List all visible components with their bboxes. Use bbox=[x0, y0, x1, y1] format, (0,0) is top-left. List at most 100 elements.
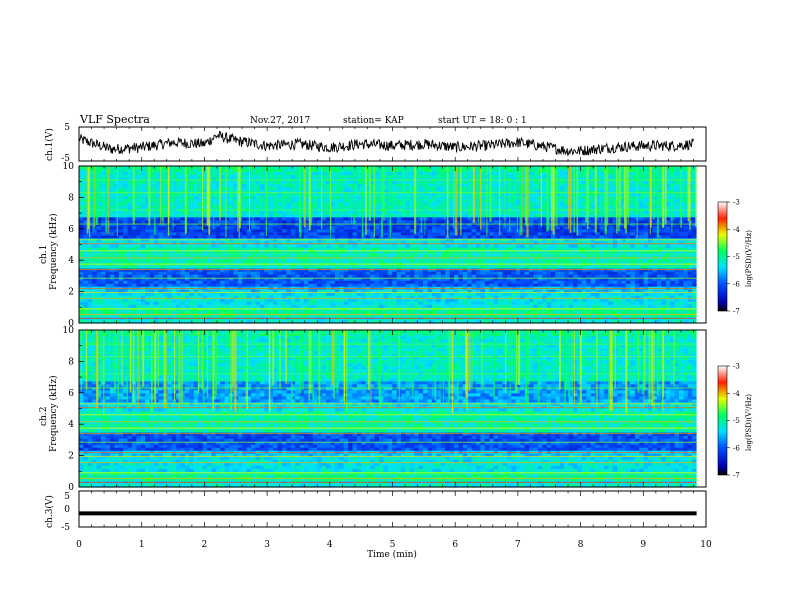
spectrogram-cell bbox=[326, 166, 332, 170]
spectrogram-cell bbox=[608, 193, 614, 197]
spectrogram-cell bbox=[449, 184, 455, 188]
spectrogram-cell bbox=[123, 193, 129, 197]
spectrogram-cell bbox=[401, 175, 407, 179]
spectrogram-cell bbox=[273, 193, 279, 197]
spectrogram-cell bbox=[564, 193, 570, 197]
spectrogram-cell bbox=[176, 205, 182, 209]
spectrogram-cell bbox=[436, 172, 442, 176]
spectrogram-cell bbox=[303, 184, 309, 188]
spectrogram-cell bbox=[162, 190, 168, 194]
spectrogram-cell bbox=[590, 199, 596, 203]
spectrogram-cell bbox=[330, 196, 336, 200]
spectrogram-cell bbox=[79, 169, 85, 173]
spectrogram-cell bbox=[281, 193, 287, 197]
spectrogram-cell bbox=[577, 202, 583, 206]
spectrogram-cell bbox=[392, 190, 398, 194]
spectrogram-cell bbox=[608, 172, 614, 176]
spectrogram-cell bbox=[312, 181, 318, 185]
spectrogram-cell bbox=[559, 181, 565, 185]
spectrogram-cell bbox=[198, 196, 204, 200]
spectrogram-cell bbox=[409, 184, 415, 188]
spectrogram-cell bbox=[528, 199, 534, 203]
spectrogram-cell bbox=[153, 196, 159, 200]
spectrogram-cell bbox=[630, 175, 636, 179]
spectrogram-cell bbox=[612, 196, 618, 200]
spectrogram-cell bbox=[101, 169, 107, 173]
spectrogram-cell bbox=[101, 166, 107, 170]
spectrogram-cell bbox=[467, 166, 473, 170]
spectrogram-cell bbox=[612, 187, 618, 191]
spectrogram-cell bbox=[242, 205, 248, 209]
spectrogram-cell bbox=[251, 184, 257, 188]
spectrogram-cell bbox=[431, 202, 437, 206]
spectrogram-cell bbox=[228, 172, 234, 176]
spectrogram-cell bbox=[374, 169, 380, 173]
spectrogram-cell bbox=[564, 190, 570, 194]
spectrogram-cell bbox=[396, 184, 402, 188]
spectrogram-cell bbox=[273, 181, 279, 185]
spectrogram-cell bbox=[581, 193, 587, 197]
spectrogram-cell bbox=[586, 175, 592, 179]
spectrogram-cell bbox=[559, 169, 565, 173]
spectrogram-cell bbox=[290, 181, 296, 185]
spectrogram-cell bbox=[153, 169, 159, 173]
spectrogram-cell bbox=[423, 187, 429, 191]
spectrogram-cell bbox=[537, 175, 543, 179]
spectrogram-cell bbox=[312, 205, 318, 209]
spectrogram-cell bbox=[162, 193, 168, 197]
spectrogram-cell bbox=[670, 169, 676, 173]
spectrogram-cell bbox=[520, 199, 526, 203]
spectrogram-cell bbox=[555, 181, 561, 185]
spectrogram-cell bbox=[348, 166, 354, 170]
spectrogram-cell bbox=[511, 184, 517, 188]
spectrogram-cell bbox=[374, 196, 380, 200]
spectrogram-cell bbox=[608, 184, 614, 188]
spectrogram-cell bbox=[493, 190, 499, 194]
spectrogram-cell bbox=[608, 187, 614, 191]
spectrogram-cell bbox=[176, 172, 182, 176]
spectrogram-cell bbox=[268, 172, 274, 176]
spectrogram-cell bbox=[577, 166, 583, 170]
spectrogram-cell bbox=[343, 202, 349, 206]
spectrogram-cell bbox=[259, 172, 265, 176]
spectrogram-cell bbox=[339, 199, 345, 203]
spectrogram-cell bbox=[101, 202, 107, 206]
spectrogram-cell bbox=[326, 181, 332, 185]
spectrogram-cell bbox=[118, 205, 124, 209]
spectrogram-cell bbox=[233, 196, 239, 200]
spectrogram-cell bbox=[396, 205, 402, 209]
spectrogram-cell bbox=[255, 193, 261, 197]
spectrogram-cell bbox=[251, 211, 257, 215]
spectrogram-cell bbox=[511, 199, 517, 203]
spectrogram-cell bbox=[665, 181, 671, 185]
spectrogram-cell bbox=[374, 205, 380, 209]
spectrogram-cell bbox=[528, 166, 534, 170]
spectrogram-cell bbox=[176, 181, 182, 185]
spectrogram-cell bbox=[427, 196, 433, 200]
spectrogram-cell bbox=[643, 172, 649, 176]
spectrogram-cell bbox=[493, 172, 499, 176]
spectrogram-cell bbox=[167, 196, 173, 200]
ch1-waveform-panel: 5 -5 ch.1(V) bbox=[44, 123, 707, 164]
spectrogram-cell bbox=[255, 190, 261, 194]
spectrogram-cell bbox=[145, 184, 151, 188]
spectrogram-cell bbox=[537, 202, 543, 206]
spectrogram-cell bbox=[87, 181, 93, 185]
spectrogram-cell bbox=[215, 196, 221, 200]
spectrogram-cell bbox=[268, 196, 274, 200]
spectrogram-cell bbox=[268, 175, 274, 179]
spectrogram-cell bbox=[674, 196, 680, 200]
spectrogram-cell bbox=[176, 184, 182, 188]
spectrogram-cell bbox=[193, 193, 199, 197]
spectrogram-cell bbox=[683, 184, 689, 188]
spectrogram-cell bbox=[153, 166, 159, 170]
spectrogram-cell bbox=[220, 175, 226, 179]
spectrogram-cell bbox=[537, 172, 543, 176]
spectrogram-cell bbox=[184, 181, 190, 185]
spectrogram-cell bbox=[555, 196, 561, 200]
spectrogram-cell bbox=[189, 199, 195, 203]
spectrogram-cell bbox=[277, 181, 283, 185]
spectrogram-cell bbox=[396, 193, 402, 197]
spectrogram-cell bbox=[220, 211, 226, 215]
spectrogram-cell bbox=[639, 196, 645, 200]
